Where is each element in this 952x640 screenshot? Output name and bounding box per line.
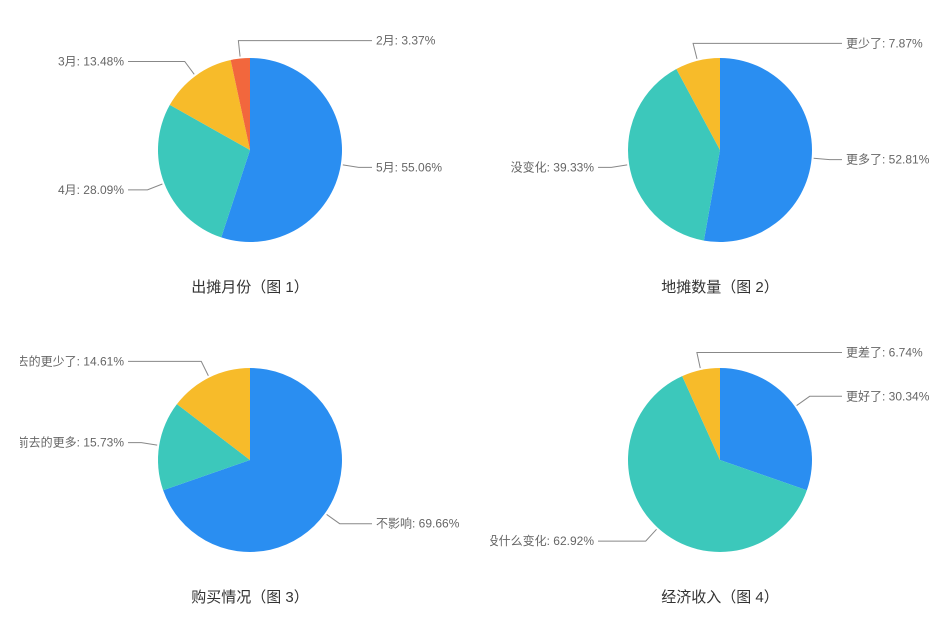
pie-chart-2: 没变化: 39.33% 更少了: 7.87% 更多了: 52.81% — [490, 20, 950, 270]
leader-line — [693, 43, 842, 59]
slice-label: 相比以前去的更少了: 14.61% — [20, 353, 124, 368]
slice-label: 3月: 13.48% — [58, 54, 124, 68]
chart-grid: 3月: 13.48%4月: 28.09%2月: 3.37%5月: 55.06% … — [20, 20, 932, 620]
leader-line — [797, 396, 842, 405]
pie-chart-1: 3月: 13.48% 4月: 28.09% 2月: 3.37% 5月: 55.06% — [20, 20, 480, 270]
leader-line — [598, 529, 657, 541]
chart-caption-2: 地摊数量（图 2） — [661, 276, 779, 297]
slice-label: 更好了: 30.34% — [846, 389, 930, 403]
leader-line — [128, 61, 194, 74]
leader-line — [128, 443, 157, 446]
leader-line — [128, 361, 208, 375]
slice-label: 没什么变化: 62.92% — [490, 533, 594, 548]
leader-line — [343, 165, 372, 168]
chart-cell-2: 没变化: 39.33% 更少了: 7.87% 更多了: 52.81% 地摊数量（图 … — [490, 20, 950, 310]
pie-chart-4: 没什么变化: 62.92% 更差了: 6.74% 更好了: 30.34% — [490, 330, 950, 580]
pie-slice — [704, 58, 812, 242]
leader-line — [814, 158, 842, 159]
slice-label: 不影响: 69.66% — [376, 516, 460, 531]
slice-label: 相比以前去的更多: 15.73% — [20, 435, 124, 450]
slice-label: 2月: 3.37% — [376, 34, 436, 48]
chart-caption-3: 购买情况（图 3） — [191, 586, 309, 607]
leader-line — [238, 41, 372, 57]
slice-label: 更多了: 52.81% — [846, 153, 930, 167]
leader-line — [128, 184, 162, 190]
chart-cell-1: 3月: 13.48%4月: 28.09%2月: 3.37%5月: 55.06% … — [20, 20, 480, 310]
slice-label: 4月: 28.09% — [58, 183, 124, 197]
chart-caption-4: 经济收入（图 4） — [661, 586, 779, 607]
leader-line — [327, 514, 372, 523]
leader-line — [697, 352, 842, 368]
leader-line — [598, 165, 627, 168]
chart-cell-3: 相比以前去的更少了: 14.61% 相比以前去的更多: 15.73% 不影响: 69… — [20, 330, 480, 620]
slice-label: 更差了: 6.74% — [846, 345, 923, 359]
chart-cell-4: 没什么变化: 62.92% 更差了: 6.74% 更好了: 30.34% 经济收入（… — [490, 330, 950, 620]
slice-label: 没变化: 39.33% — [511, 159, 595, 174]
pie-chart-3: 相比以前去的更少了: 14.61% 相比以前去的更多: 15.73% 不影响: 69… — [20, 330, 480, 580]
slice-label: 5月: 55.06% — [376, 160, 442, 174]
slice-label: 更少了: 7.87% — [846, 36, 923, 50]
chart-caption-1: 出摊月份（图 1） — [191, 276, 309, 297]
